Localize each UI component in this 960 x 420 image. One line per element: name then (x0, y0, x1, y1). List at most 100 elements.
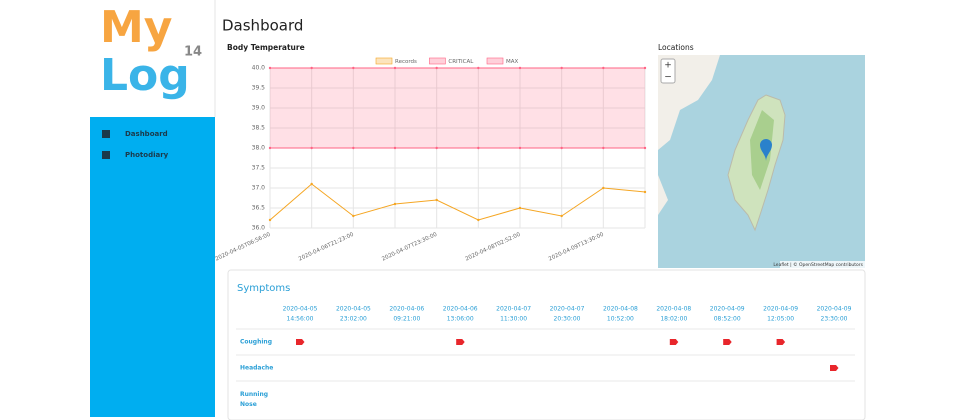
map-title: Locations (658, 43, 694, 52)
column-time: 23:30:00 (821, 316, 848, 323)
point (435, 146, 438, 150)
point (602, 146, 605, 150)
column-date: 2020-04-09 (710, 306, 745, 313)
column-date: 2020-04-09 (817, 306, 852, 313)
menu-icon (102, 130, 110, 138)
zoom-out[interactable]: − (664, 73, 672, 83)
menu-item[interactable]: Dashboard (125, 130, 168, 138)
legend-label: CRITICAL (448, 59, 474, 65)
series-line (269, 183, 646, 221)
sidebar (90, 117, 215, 417)
point (602, 66, 605, 70)
legend-swatch (486, 57, 504, 65)
logo-log: Log (100, 50, 190, 101)
symptoms-card (227, 269, 866, 420)
point (477, 218, 480, 222)
point (518, 66, 522, 70)
point (268, 218, 272, 222)
column-time: 14:56:00 (287, 316, 314, 323)
symptom-marker (296, 339, 305, 345)
page-title: Dashboard (222, 17, 303, 35)
y-tick-label: 40.0 (252, 65, 266, 72)
column-date: 2020-04-05 (283, 306, 318, 313)
logo-number: 14 (184, 45, 202, 60)
y-tick-label: 39.0 (252, 105, 266, 112)
point (435, 198, 438, 202)
symptom-marker (456, 339, 465, 345)
x-tick-label: 2020-04-05T06:56:00 (215, 232, 272, 263)
x-tick-label: 2020-04-08T02:52:00 (465, 232, 522, 263)
x-tick-label: 2020-04-09T13:30:00 (548, 232, 605, 263)
legend-label: Records (395, 59, 417, 65)
point (310, 182, 313, 186)
point (310, 146, 313, 150)
map-attribution: Leaflet | © OpenStreetMap contributors (773, 261, 863, 268)
point (393, 202, 397, 206)
y-tick-label: 38.0 (252, 145, 266, 152)
point (560, 66, 563, 70)
symptoms-title: Symptoms (237, 283, 290, 294)
chart-title: Body Temperature (227, 43, 305, 52)
attribution-bg (780, 261, 865, 268)
map-land (658, 175, 668, 215)
column-time: 23:02:00 (340, 316, 367, 323)
column-time: 20:30:00 (554, 316, 581, 323)
column-time: 09:21:00 (393, 316, 420, 323)
point (352, 66, 355, 70)
legend-swatch (375, 57, 393, 65)
point (393, 66, 397, 70)
point (518, 206, 522, 210)
point (643, 146, 647, 150)
column-time: 12:05:00 (767, 316, 794, 323)
y-tick-label: 39.5 (252, 85, 266, 92)
column-date: 2020-04-05 (336, 306, 371, 313)
symptom-marker (830, 365, 839, 371)
point (268, 66, 272, 70)
x-tick-label: 2020-04-07T23:30:00 (381, 232, 438, 263)
point (477, 146, 480, 150)
row-label: Headache (240, 365, 273, 372)
y-tick-label: 37.0 (252, 185, 266, 192)
menu-item[interactable]: Photodiary (125, 151, 169, 159)
column-time: 13:06:00 (447, 316, 474, 323)
y-tick-label: 36.0 (252, 225, 266, 232)
point (518, 146, 522, 150)
point (643, 190, 647, 194)
row-label: Running Nose (240, 391, 268, 408)
point (268, 146, 272, 150)
point (310, 66, 313, 70)
map-pin[interactable] (760, 139, 772, 161)
column-date: 2020-04-07 (550, 306, 585, 313)
point (477, 66, 480, 70)
legend-label: MAX (506, 59, 519, 65)
zoom-in[interactable]: + (664, 61, 672, 71)
point (560, 146, 563, 150)
symptom-marker (723, 339, 732, 345)
point (643, 66, 647, 70)
x-tick-label: 2020-04-06T21:23:00 (298, 232, 355, 263)
logo-my: My (100, 2, 172, 53)
legend-swatch (429, 57, 446, 65)
zoom-control[interactable] (660, 58, 676, 84)
point (560, 214, 563, 218)
map (658, 55, 865, 268)
column-date: 2020-04-06 (389, 306, 424, 313)
symptom-marker (776, 339, 786, 345)
point (393, 146, 397, 150)
column-date: 2020-04-09 (763, 306, 798, 313)
column-date: 2020-04-08 (656, 306, 691, 313)
symptom-marker (669, 339, 679, 345)
point (352, 146, 355, 150)
column-time: 10:52:00 (607, 316, 634, 323)
critical-area (270, 68, 645, 148)
y-tick-label: 36.5 (252, 205, 266, 212)
point (435, 66, 438, 70)
column-date: 2020-04-08 (603, 306, 638, 313)
point (352, 214, 355, 218)
point (602, 186, 605, 190)
y-tick-label: 37.5 (252, 165, 266, 172)
row-label: Coughing (240, 339, 272, 346)
column-date: 2020-04-07 (496, 306, 531, 313)
column-time: 18:02:00 (660, 316, 687, 323)
